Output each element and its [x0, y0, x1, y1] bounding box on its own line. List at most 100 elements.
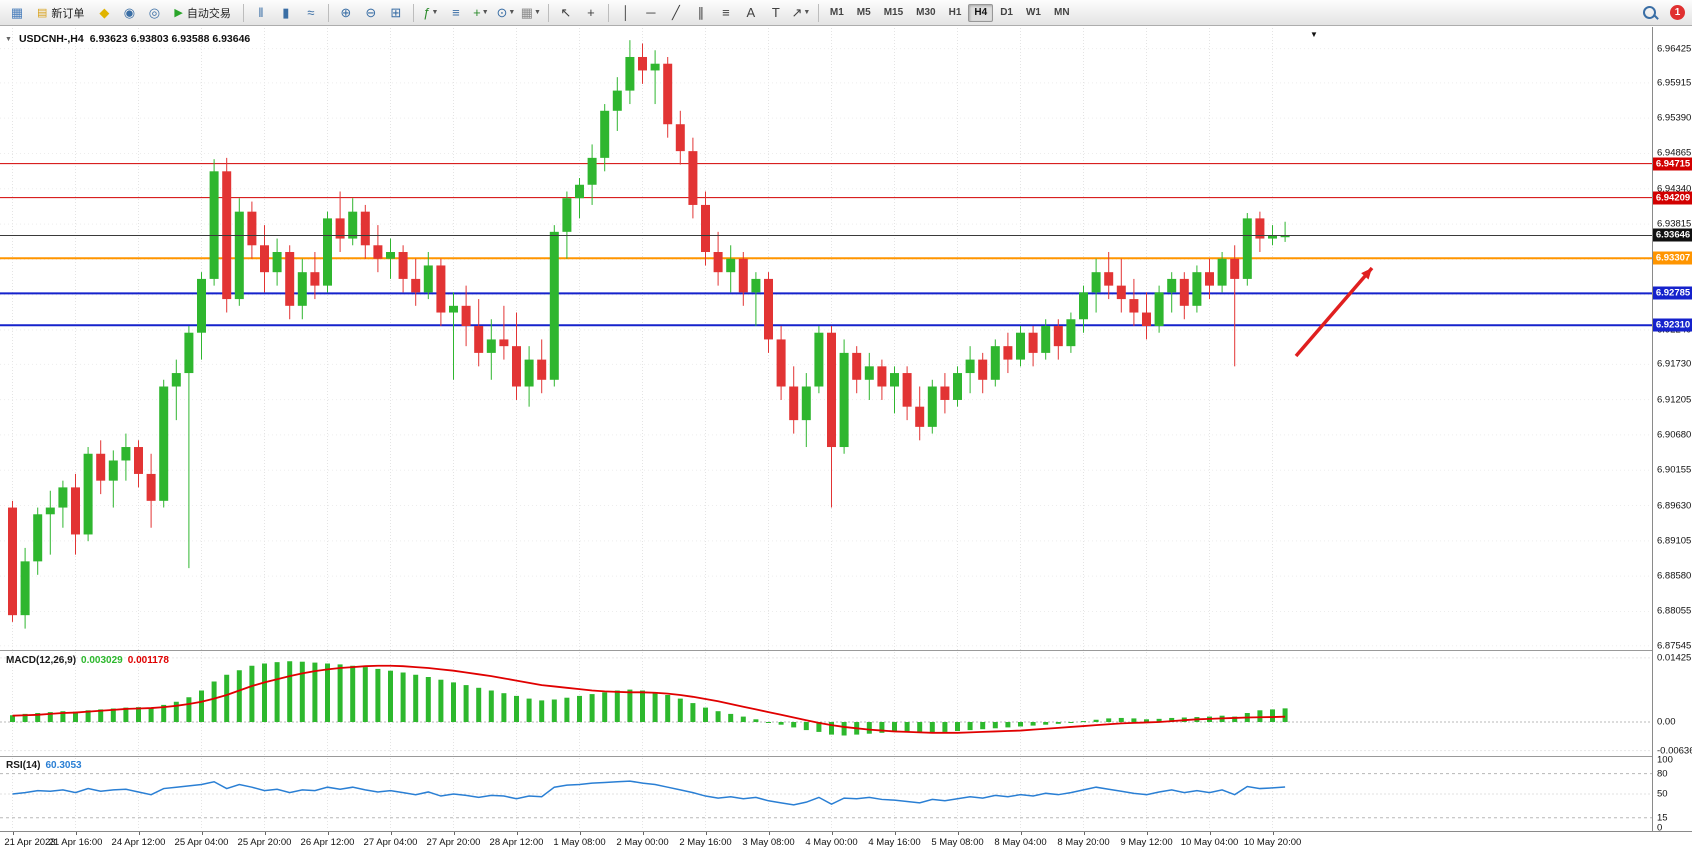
timeframe-button-m30[interactable]: M30 — [916, 6, 936, 18]
vertical-line-icon[interactable]: │ — [621, 5, 630, 20]
crosshair-icon[interactable]: + — [587, 5, 595, 20]
new-chart-icon[interactable]: ▦ — [10, 5, 24, 20]
timeframe-button-h4[interactable]: H4 — [968, 3, 994, 22]
time-axis-label: 1 May 08:00 — [553, 837, 606, 848]
time-axis-label: 21 Apr 16:00 — [48, 837, 103, 848]
chevron-down-icon[interactable]: ▼ — [431, 9, 439, 16]
cursor-icon[interactable]: ↖ — [560, 5, 572, 20]
chart-window: ▼ USDCNH-,H4 6.93623 6.93803 6.93588 6.9… — [0, 27, 1692, 856]
new-order-button[interactable]: ▤ 新订单 — [30, 2, 91, 24]
bar-chart-icon[interactable]: ‖ — [258, 5, 264, 20]
toolbar-separator — [547, 3, 549, 22]
time-tick — [705, 832, 707, 835]
chevron-down-icon[interactable]: ▼ — [803, 9, 811, 16]
market-watch-icon[interactable]: ◉ — [123, 5, 136, 20]
time-axis-label: 10 May 20:00 — [1243, 837, 1302, 848]
navigator-icon[interactable]: ◎ — [148, 5, 161, 20]
annotation-arrow[interactable] — [1294, 266, 1374, 358]
arrows-tool-icon[interactable]: ↗ ▼ — [791, 5, 811, 20]
main-chart-canvas[interactable] — [0, 28, 1652, 650]
zoom-out-icon[interactable]: ⊖ — [365, 5, 377, 20]
axis-label: 6.88580 — [1657, 570, 1692, 582]
timeframe-button-h1[interactable]: H1 — [948, 6, 962, 18]
candlestick-chart-icon[interactable]: ▮ — [282, 5, 290, 20]
auto-trading-button[interactable]: ▶ 自动交易 — [167, 2, 237, 24]
time-axis-label: 27 Apr 20:00 — [426, 837, 481, 848]
main-toolbar: ▦ ▤ 新订单 ◆ ◉ ◎ ▶ 自动交易 ‖ ▮ ≈ ⊕ ⊖ ⊞ ƒ ▼ ≡ + ▼ ⊙ ▼ ▦ ▼ ↖ + │ ─ ╱ ∥ ≡ A T ↗ ▼ M… — [0, 0, 1692, 26]
text-icon[interactable]: A — [746, 5, 756, 20]
axis-label: 6.88055 — [1657, 605, 1692, 617]
time-axis-label: 28 Apr 12:00 — [489, 837, 544, 848]
chevron-down-icon[interactable]: ▼ — [508, 9, 516, 16]
line-chart-icon[interactable]: ≈ — [307, 5, 315, 20]
time-tick — [201, 832, 203, 835]
axis-label: 6.93815 — [1657, 218, 1692, 230]
trendline-icon[interactable]: ╱ — [671, 5, 680, 20]
rsi-label: RSI(14) 60.3053 — [6, 760, 82, 771]
time-axis-label: 21 Apr 2023 — [4, 837, 56, 848]
time-tick — [1209, 832, 1211, 835]
profiles-icon[interactable]: ◆ — [99, 5, 110, 20]
macd-panel-canvas[interactable] — [0, 652, 1652, 756]
equidistant-channel-icon[interactable]: ∥ — [697, 5, 705, 20]
toolbar-separator — [412, 3, 414, 22]
time-tick — [957, 832, 959, 835]
axis-label: 100 — [1657, 754, 1673, 766]
rsi-panel-canvas[interactable] — [0, 758, 1652, 830]
objects-list-icon[interactable]: ≡ — [452, 5, 460, 20]
axis-label: 6.91205 — [1657, 394, 1692, 406]
chart-header: ▼ USDCNH-,H4 6.93623 6.93803 6.93588 6.9… — [5, 33, 250, 45]
zoom-in-icon[interactable]: ⊕ — [340, 5, 352, 20]
time-tick — [453, 832, 455, 835]
timeframe-button-m5[interactable]: M5 — [856, 6, 871, 18]
chevron-down-icon[interactable]: ▼ — [534, 9, 541, 16]
chevron-down-icon[interactable]: ▼ — [481, 9, 489, 16]
price-axis[interactable]: 6.96425 6.95915 6.95390 6.94865 6.94340 6.938… — [1652, 27, 1692, 834]
text-label-icon[interactable]: T — [771, 5, 780, 20]
auto-trading-button-label: 自动交易 — [186, 7, 231, 20]
timeframe-button-w1[interactable]: W1 — [1025, 6, 1041, 18]
periods-clock-icon[interactable]: ⊙ ▼ — [496, 5, 516, 20]
templates-icon[interactable]: ▦ ▼ — [520, 5, 541, 20]
time-tick — [12, 832, 14, 835]
auto-trading-button-icon: ▶ — [174, 7, 183, 19]
panel-splitter[interactable] — [0, 756, 1692, 757]
add-indicator-icon[interactable]: + ▼ — [473, 5, 489, 20]
axis-label: -0.006367 — [1657, 745, 1692, 757]
horizontal-line-icon[interactable]: ─ — [646, 5, 656, 20]
time-tick — [75, 832, 77, 835]
time-axis-label: 10 May 04:00 — [1180, 837, 1239, 848]
timeframe-button-mn[interactable]: MN — [1053, 6, 1070, 18]
chart-symbol-period: USDCNH-,H4 — [18, 33, 84, 45]
time-tick — [768, 832, 770, 835]
chevron-down-icon[interactable]: ▼ — [5, 35, 12, 43]
fibonacci-icon[interactable]: ≡ — [722, 5, 730, 20]
toolbar-separator — [242, 3, 244, 22]
axis-label: 15 — [1657, 812, 1668, 824]
chart-shift-marker-icon[interactable]: ▼ — [1310, 30, 1318, 39]
timeframe-button-d1[interactable]: D1 — [1000, 6, 1013, 18]
time-axis[interactable]: 21 Apr 2023 21 Apr 16:00 24 Apr 12:00 25 Ap… — [0, 831, 1692, 856]
axis-label: 80 — [1657, 768, 1668, 780]
timeframe-button-m15[interactable]: M15 — [883, 6, 904, 18]
notification-badge[interactable]: 1 — [1670, 5, 1685, 20]
axis-label: 6.96425 — [1657, 43, 1692, 55]
search-icon[interactable] — [1641, 4, 1659, 22]
time-tick — [516, 832, 518, 835]
tile-windows-icon[interactable]: ⊞ — [390, 5, 402, 20]
panel-splitter[interactable] — [0, 650, 1692, 651]
indicators-icon[interactable]: ƒ ▼ — [423, 5, 439, 20]
axis-label: 0.01425 — [1657, 652, 1692, 664]
price-tag: 6.93307 — [1653, 251, 1692, 265]
timeframe-button-m1[interactable]: M1 — [829, 6, 844, 18]
price-tag: 6.93646 — [1653, 228, 1692, 242]
axis-label: 6.91730 — [1657, 358, 1692, 370]
time-axis-label: 2 May 16:00 — [679, 837, 732, 848]
time-axis-label: 4 May 00:00 — [805, 837, 858, 848]
time-axis-label: 24 Apr 12:00 — [111, 837, 166, 848]
time-tick — [1272, 832, 1274, 835]
time-tick — [642, 832, 644, 835]
time-tick — [390, 832, 392, 835]
time-tick — [894, 832, 896, 835]
axis-label: 6.90680 — [1657, 429, 1692, 441]
